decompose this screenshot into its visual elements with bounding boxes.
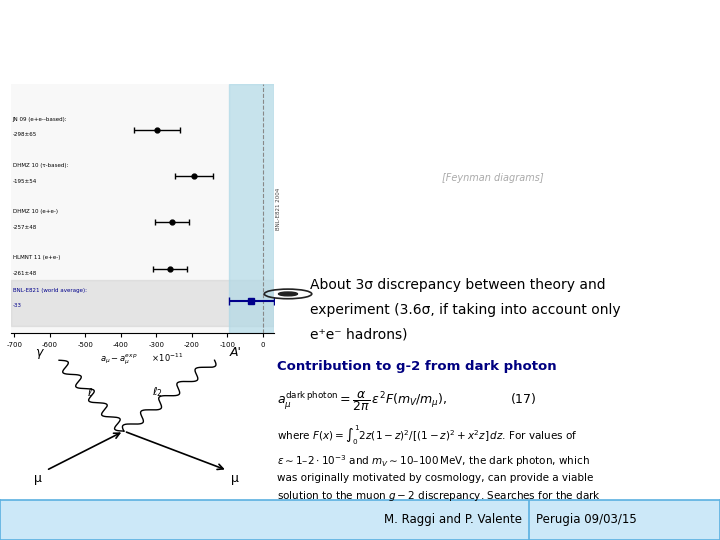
- Text: [Feynman diagrams]: [Feynman diagrams]: [442, 173, 544, 183]
- Text: μ: μ: [231, 472, 239, 485]
- Text: -195±54: -195±54: [12, 179, 37, 184]
- Text: -298±65: -298±65: [12, 132, 37, 138]
- Text: M. Raggi and P. Valente: M. Raggi and P. Valente: [384, 513, 522, 526]
- Text: DHMZ 10 (τ-based):: DHMZ 10 (τ-based):: [12, 163, 68, 168]
- Text: experiment (3.6σ, if taking into account only: experiment (3.6σ, if taking into account…: [310, 302, 620, 316]
- Text: A': A': [230, 346, 241, 359]
- Text: where $F(x) = \int_0^1 2z(1-z)^2/[(1-z)^2 + x^2z]\,dz$. For values of
$\varepsil: where $F(x) = \int_0^1 2z(1-z)^2/[(1-z)^…: [277, 423, 601, 503]
- Text: -257±48: -257±48: [12, 225, 37, 230]
- Text: μ: μ: [35, 472, 42, 485]
- Text: BNL-E821 2004: BNL-E821 2004: [276, 187, 282, 230]
- Text: Contribution to g-2 from dark photon: Contribution to g-2 from dark photon: [277, 360, 557, 373]
- Bar: [11, 280, 274, 326]
- Text: BNL-E821 (world average):: BNL-E821 (world average):: [12, 288, 86, 293]
- Text: Muon g-2 SM discrepancy: Muon g-2 SM discrepancy: [159, 17, 561, 45]
- Text: HLMNT 11 (e+e-): HLMNT 11 (e+e-): [12, 255, 60, 260]
- Bar: [229, 84, 274, 333]
- Circle shape: [279, 292, 297, 296]
- Text: Perugia 09/03/15: Perugia 09/03/15: [536, 513, 637, 526]
- Text: $\ell$: $\ell$: [87, 386, 93, 398]
- Text: DHMZ 10 (e+e-): DHMZ 10 (e+e-): [12, 209, 58, 214]
- Text: JN 09 (e+e--based):: JN 09 (e+e--based):: [12, 117, 67, 122]
- Text: γ: γ: [35, 346, 42, 359]
- Text: -33: -33: [12, 303, 22, 308]
- Text: About 3σ discrepancy between theory and: About 3σ discrepancy between theory and: [310, 278, 606, 292]
- X-axis label: $a_\mu - a_\mu^{exp}$      $\times 10^{-11}$: $a_\mu - a_\mu^{exp}$ $\times 10^{-11}$: [101, 351, 184, 367]
- Text: $\ell_2$: $\ell_2$: [152, 385, 163, 399]
- Text: $a_\mu^{\rm dark\,photon} = \dfrac{\alpha}{2\pi}\,\varepsilon^2 F(m_V/m_\mu),$$\: $a_\mu^{\rm dark\,photon} = \dfrac{\alph…: [277, 389, 537, 413]
- Text: e⁺e⁻ hadrons): e⁺e⁻ hadrons): [310, 327, 407, 341]
- Text: -261±48: -261±48: [12, 271, 37, 276]
